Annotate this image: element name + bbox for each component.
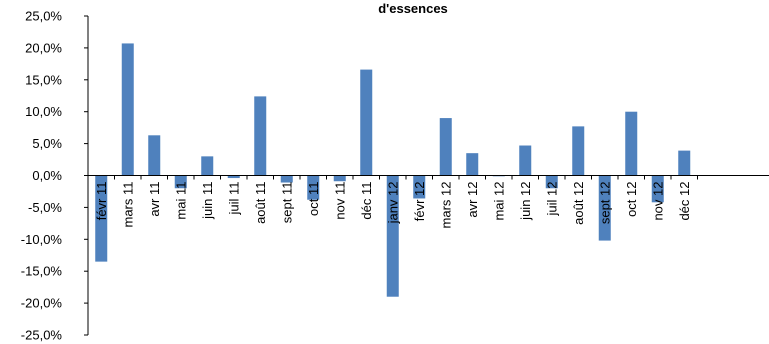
bar	[572, 126, 585, 176]
bar	[201, 156, 214, 176]
bar	[174, 175, 187, 189]
x-tick-label: oct 11	[306, 182, 321, 216]
bar	[280, 175, 293, 183]
x-tick-label: avr 11	[147, 182, 162, 217]
bar	[598, 175, 611, 241]
axes-group	[87, 16, 769, 335]
x-tick-label: août 11	[253, 182, 268, 224]
y-tick-label: -10,0%	[21, 232, 63, 247]
x-tick-label: sept 11	[279, 182, 294, 224]
bar	[227, 175, 240, 179]
bar	[148, 135, 161, 176]
chart-title: d'essences	[378, 1, 448, 16]
bar	[651, 175, 664, 203]
x-tick-label: nov 11	[332, 182, 347, 220]
y-tick-label: 25,0%	[25, 9, 62, 24]
x-tick-label: avr 12	[465, 182, 480, 218]
x-tick-label: mai 11	[173, 182, 188, 220]
y-tick-label: -15,0%	[21, 264, 63, 279]
y-tick-label: 20,0%	[25, 40, 62, 55]
x-tick-label: déc 12	[677, 182, 692, 221]
x-tick-label: mars 12	[438, 182, 453, 229]
y-axis: 25,0% 20,0% 15,0% 10,0% 5,0% 0,0% -5,0% -10,0% -…	[21, 9, 88, 343]
x-tick-label: janv 12	[385, 182, 400, 225]
x-tick-label: févr 12	[412, 182, 427, 222]
bar	[333, 175, 346, 182]
y-tick-label: -20,0%	[21, 296, 63, 311]
bar	[466, 153, 479, 176]
y-tick-label: 0,0%	[32, 168, 62, 183]
x-tick-label: nov 12	[650, 182, 665, 221]
bar	[413, 175, 426, 199]
bar	[307, 175, 320, 200]
y-tick-label: 15,0%	[25, 72, 62, 87]
y-tick-label: 10,0%	[25, 104, 62, 119]
y-tick-label: -25,0%	[21, 328, 63, 343]
y-tick-label: 5,0%	[32, 136, 62, 151]
x-tick-label: mai 12	[491, 182, 506, 221]
bar	[360, 69, 373, 176]
x-tick-label: déc 11	[359, 182, 374, 220]
x-tick-label: juil 12	[544, 182, 559, 217]
y-tick-label: -5,0%	[28, 200, 62, 215]
bar	[545, 175, 558, 189]
bars-group	[95, 43, 691, 297]
bar	[95, 175, 108, 262]
x-axis: févr 11 mars 11 avr 11 mai 11 juin 11 juil 11…	[94, 182, 692, 229]
bar	[625, 111, 638, 176]
bar	[121, 43, 134, 176]
x-tick-label: sept 12	[597, 182, 612, 225]
x-tick-label: oct 12	[624, 182, 639, 217]
bar	[678, 150, 691, 176]
x-tick-label: févr 11	[94, 182, 109, 221]
x-tick-label: mars 11	[120, 182, 135, 228]
x-tick-label: juin 12	[518, 182, 533, 221]
bar	[254, 96, 267, 176]
bar	[439, 118, 452, 176]
bar	[386, 175, 399, 297]
bar	[519, 145, 532, 176]
x-tick-label: juil 11	[226, 182, 241, 216]
x-tick-label: juin 11	[200, 182, 215, 220]
x-tick-label: août 12	[571, 182, 586, 225]
